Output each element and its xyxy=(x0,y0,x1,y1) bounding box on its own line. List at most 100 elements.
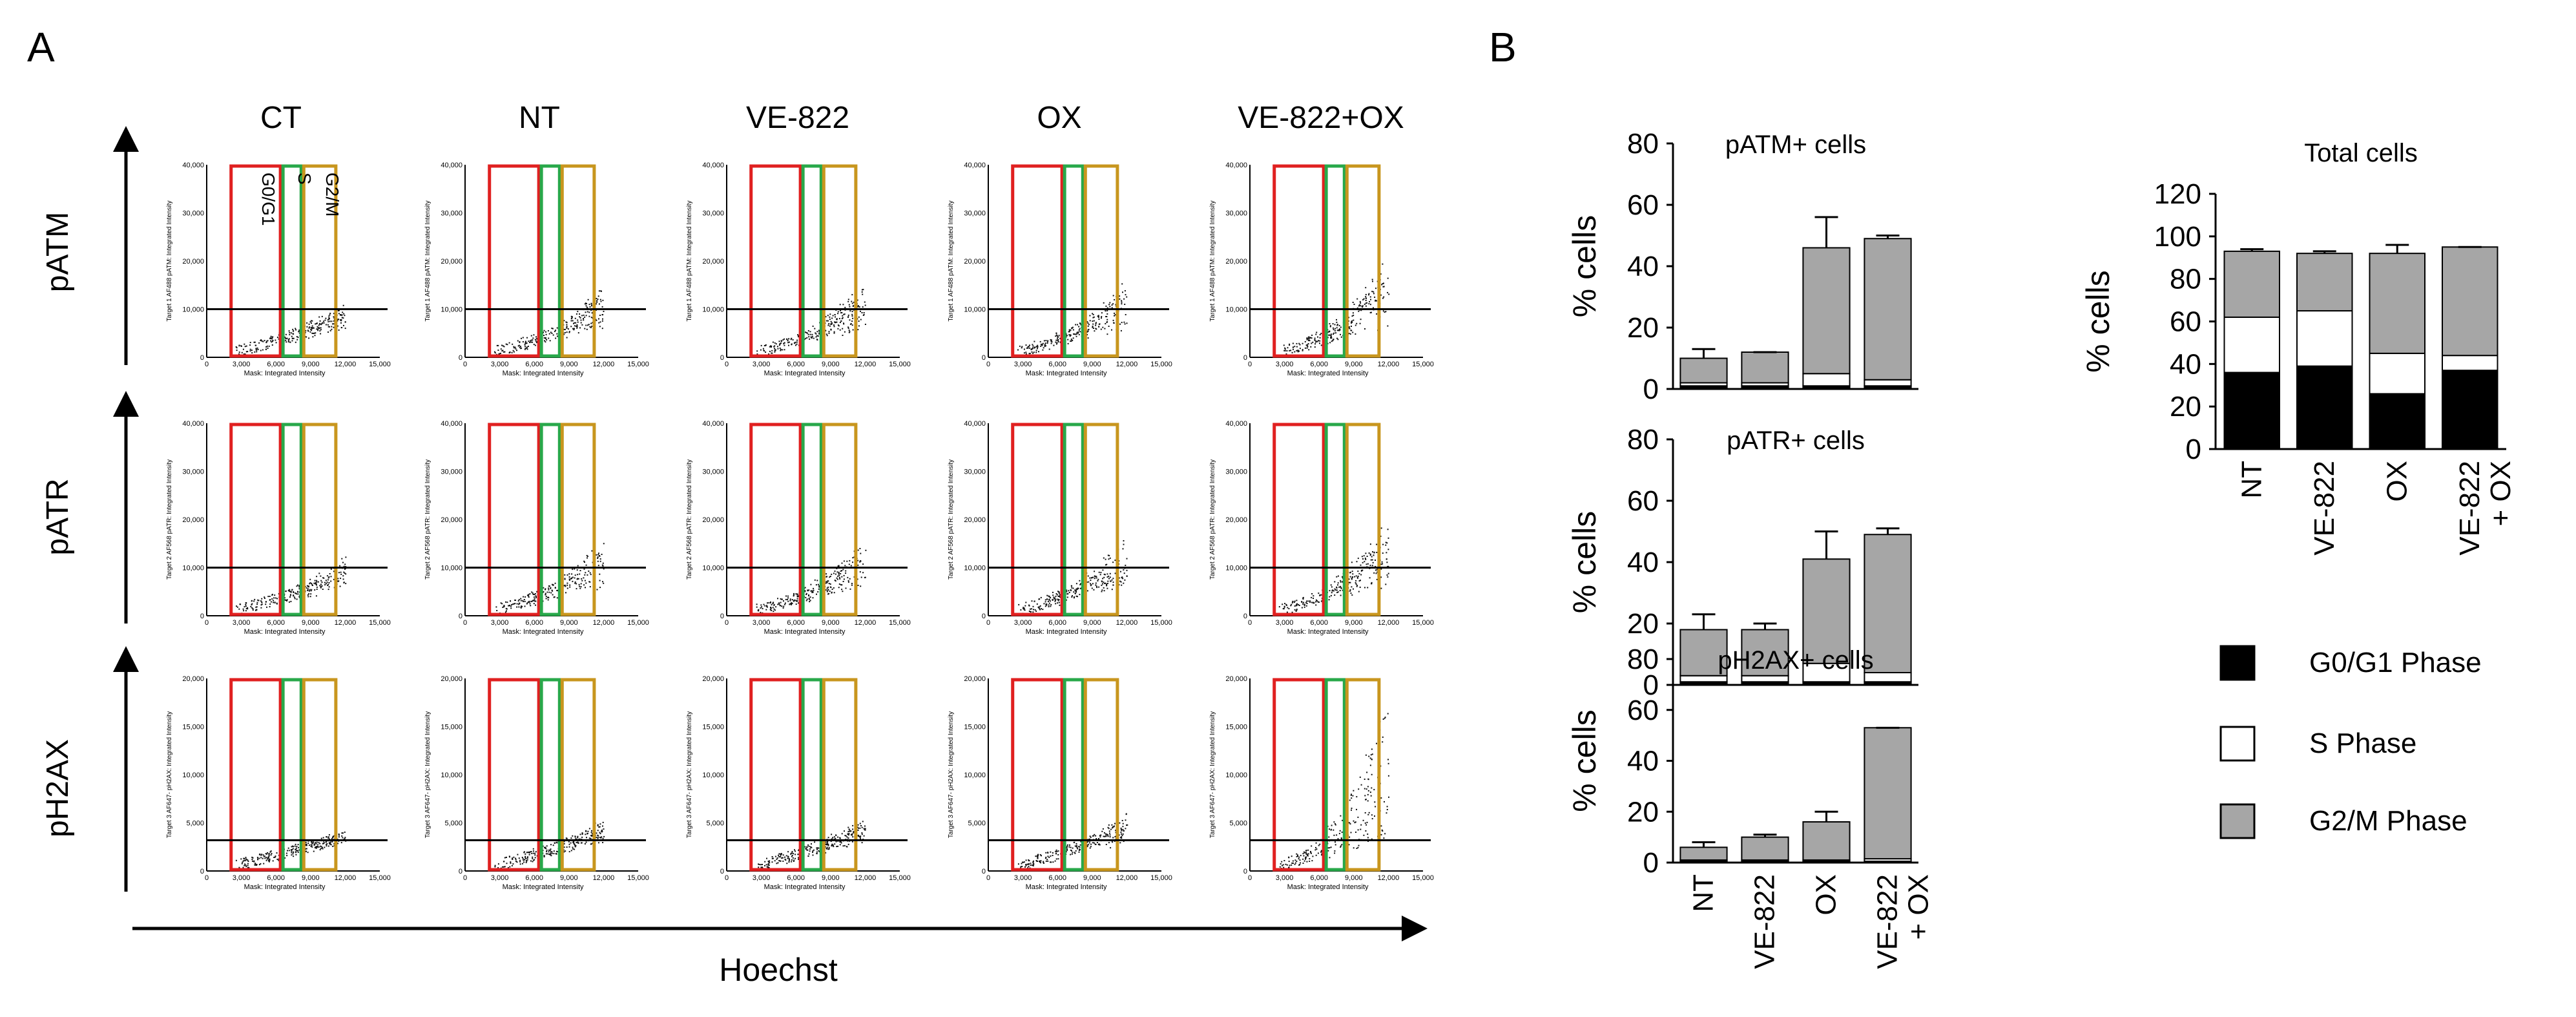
scatter-point xyxy=(1122,828,1124,830)
scatter-point xyxy=(249,342,251,344)
scatter-point xyxy=(1366,556,1368,557)
scatter-point xyxy=(549,340,551,342)
scatter-point xyxy=(1328,836,1330,838)
scatter-point xyxy=(1048,595,1050,597)
scatter-point xyxy=(1307,853,1309,855)
scatter-point xyxy=(269,858,271,860)
scatter-point xyxy=(585,311,587,313)
scatter-point xyxy=(842,335,844,336)
scatter-point xyxy=(1037,606,1039,608)
scatter-point xyxy=(862,315,864,316)
scatter-point xyxy=(1330,584,1332,586)
scatter-point xyxy=(521,857,523,858)
scatter-point xyxy=(581,834,583,835)
scatter-point xyxy=(1366,302,1368,304)
scatter-point xyxy=(852,557,854,559)
scatter-point xyxy=(1338,324,1340,326)
scatter-point xyxy=(861,312,863,313)
scatter-points xyxy=(757,821,866,871)
scatter-point xyxy=(573,328,575,330)
scatter-point xyxy=(506,863,508,865)
scatter-point xyxy=(509,351,511,353)
scatter-point xyxy=(568,851,570,853)
scatter-point xyxy=(1371,838,1373,840)
scatter-point xyxy=(1369,577,1371,579)
scatter-point xyxy=(243,610,245,612)
scatter-point xyxy=(778,344,780,346)
scatter-point xyxy=(1387,565,1389,567)
scatter-y-tick: 10,000 xyxy=(702,771,724,779)
bar-chart-title: pATM+ cells xyxy=(1725,131,1866,159)
scatter-point xyxy=(309,596,311,598)
scatter-point xyxy=(497,344,499,346)
scatter-point xyxy=(1308,338,1310,340)
scatter-point xyxy=(317,328,319,330)
scatter-point xyxy=(601,554,603,555)
scatter-point xyxy=(564,584,566,586)
scatter-point xyxy=(791,337,793,339)
scatter-point xyxy=(1388,293,1390,295)
scatter-point xyxy=(529,593,531,595)
scatter-point xyxy=(839,841,841,843)
scatter-point xyxy=(550,587,552,589)
scatter-point xyxy=(816,852,818,854)
scatter-point xyxy=(1067,593,1069,595)
gate-box xyxy=(302,678,338,872)
scatter-point xyxy=(551,589,553,591)
scatter-point xyxy=(1302,598,1304,600)
scatter-y-tick: 40,000 xyxy=(964,420,986,428)
scatter-point xyxy=(603,835,605,837)
scatter-y-tick: 0 xyxy=(720,613,724,620)
scatter-point xyxy=(295,854,297,855)
scatter-y-tick: 15,000 xyxy=(441,724,462,731)
scatter-point xyxy=(1110,580,1112,582)
scatter-point xyxy=(1370,559,1372,561)
scatter-point xyxy=(1107,554,1109,556)
scatter-point xyxy=(1283,605,1285,607)
scatter-point xyxy=(1336,321,1338,323)
scatter-point xyxy=(1300,855,1302,857)
scatter-point xyxy=(1366,821,1368,823)
scatter-point xyxy=(1319,340,1321,342)
scatter-point xyxy=(769,350,771,352)
scatter-point xyxy=(525,857,527,859)
scatter-point xyxy=(1066,848,1068,850)
scatter-point xyxy=(1075,846,1077,848)
scatter-point xyxy=(845,570,847,572)
scatter-point xyxy=(1373,554,1375,556)
scatter-point xyxy=(847,580,849,582)
scatter-point xyxy=(840,584,842,586)
scatter-point xyxy=(331,837,333,839)
scatter-point xyxy=(1054,860,1056,862)
scatter-point xyxy=(260,863,262,865)
scatter-point xyxy=(525,341,526,342)
scatter-point xyxy=(340,319,342,320)
scatter-point xyxy=(852,305,854,307)
scatter-point xyxy=(314,580,316,582)
scatter-point xyxy=(1316,331,1318,333)
scatter-point xyxy=(1058,591,1060,593)
scatter-point xyxy=(1102,828,1104,830)
scatter-point xyxy=(579,317,581,319)
legend-swatch-g2m xyxy=(2219,803,2256,839)
scatter-point xyxy=(1296,350,1298,351)
scatter-x-title: Mask: Integrated Intensity xyxy=(1026,628,1107,636)
scatter-point xyxy=(1283,350,1285,351)
scatter-point xyxy=(1298,605,1300,606)
scatter-point xyxy=(310,329,312,331)
scatter-point xyxy=(317,327,319,329)
scatter-point xyxy=(1296,609,1298,611)
scatter-point xyxy=(1039,598,1041,600)
scatter-point xyxy=(518,857,520,859)
scatter-point xyxy=(533,334,535,336)
scatter-point xyxy=(588,837,590,839)
scatter-point xyxy=(544,340,545,342)
scatter-point xyxy=(523,601,525,602)
scatter-point xyxy=(1077,331,1079,333)
scatter-point xyxy=(602,565,604,567)
scatter-point xyxy=(251,600,253,602)
scatter-point xyxy=(319,330,321,332)
scatter-point xyxy=(305,841,307,843)
scatter-point xyxy=(548,333,550,335)
